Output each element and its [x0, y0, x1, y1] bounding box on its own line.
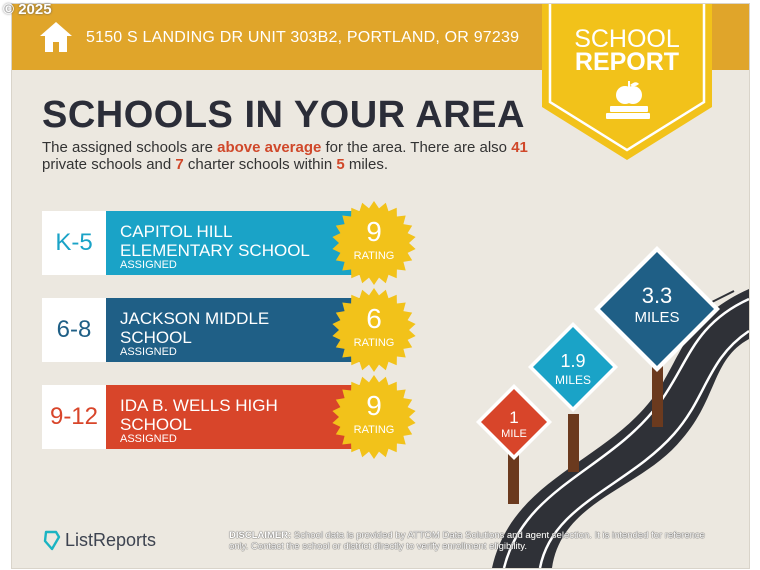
- search-radius-miles: 5: [336, 156, 345, 173]
- summary-part: charter schools within: [183, 156, 337, 173]
- summary-text: The assigned schools are above average f…: [42, 139, 542, 173]
- school-row: 9-12 IDA B. WELLS HIGH SCHOOL ASSIGNED: [42, 385, 362, 449]
- school-status: ASSIGNED: [120, 259, 177, 271]
- home-icon: [40, 22, 72, 52]
- badge-title: SCHOOL REPORT: [540, 25, 714, 76]
- school-row: 6-8 JACKSON MIDDLE SCHOOL ASSIGNED: [42, 298, 362, 362]
- disclaimer-text: School data is provided by ATTOM Data So…: [229, 530, 705, 552]
- school-row: K-5 CAPITOL HILL ELEMENTARY SCHOOL ASSIG…: [42, 211, 362, 275]
- apple-on-book-icon: [606, 81, 650, 119]
- rating-value: 9: [366, 216, 382, 247]
- badge-line-1: SCHOOL: [574, 25, 680, 53]
- logo-text: ListReports: [65, 530, 157, 550]
- disclaimer-label: DISCLAIMER:: [229, 530, 292, 541]
- school-status: ASSIGNED: [120, 346, 177, 358]
- sign-post: [568, 414, 579, 472]
- grade-range: 6-8: [42, 298, 106, 362]
- private-school-count: 41: [511, 139, 528, 156]
- rating-label: RATING: [353, 424, 395, 436]
- road-edge-line: [538, 329, 749, 568]
- sign-post: [652, 354, 663, 427]
- rating-label: RATING: [353, 250, 395, 262]
- summary-highlight: above average: [217, 139, 322, 156]
- property-address: 5150 S LANDING DR UNIT 303B2, PORTLAND, …: [86, 29, 520, 46]
- badge-line-2: REPORT: [574, 48, 680, 76]
- summary-part: for the area. There are also: [321, 139, 512, 156]
- school-band: IDA B. WELLS HIGH SCHOOL ASSIGNED: [106, 385, 362, 449]
- rating-seal: [332, 375, 416, 459]
- summary-part: miles.: [344, 156, 389, 173]
- summary-part: private schools and: [42, 156, 176, 173]
- sign-value: 3.3: [641, 283, 673, 308]
- sign-value: 1: [509, 408, 519, 427]
- sign-post: [508, 454, 519, 504]
- sign-unit: MILES: [554, 373, 591, 387]
- school-status: ASSIGNED: [120, 433, 177, 445]
- school-band: CAPITOL HILL ELEMENTARY SCHOOL ASSIGNED: [106, 211, 362, 275]
- disclaimer: DISCLAIMER: School data is provided by A…: [229, 530, 709, 552]
- school-name: JACKSON MIDDLE SCHOOL: [120, 309, 270, 347]
- listreports-logo-icon: [43, 530, 61, 551]
- school-report-badge: [542, 4, 712, 160]
- road-illustration: [476, 246, 749, 568]
- rating-seal: [332, 288, 416, 372]
- charter-school-count: 7: [175, 156, 184, 173]
- sign-unit: MILES: [634, 309, 680, 326]
- school-name: CAPITOL HILL ELEMENTARY SCHOOL: [120, 222, 310, 260]
- sign-value: 1.9: [560, 351, 586, 371]
- school-band: JACKSON MIDDLE SCHOOL ASSIGNED: [106, 298, 362, 362]
- page-title: SCHOOLS IN YOUR AREA: [42, 94, 525, 136]
- rating-seal: [332, 201, 416, 285]
- rating-label: RATING: [353, 337, 395, 349]
- summary-part: The assigned schools are: [42, 139, 218, 156]
- school-report-card: 5150 S LANDING DR UNIT 303B2, PORTLAND, …: [11, 3, 750, 569]
- rating-value: 6: [366, 303, 382, 334]
- sign-unit: MILE: [501, 428, 527, 440]
- grade-range: 9-12: [42, 385, 106, 449]
- grade-range: K-5: [42, 211, 106, 275]
- rating-value: 9: [366, 390, 382, 421]
- copyright-notice: © 2025: [3, 1, 52, 18]
- school-name: IDA B. WELLS HIGH SCHOOL: [120, 396, 278, 434]
